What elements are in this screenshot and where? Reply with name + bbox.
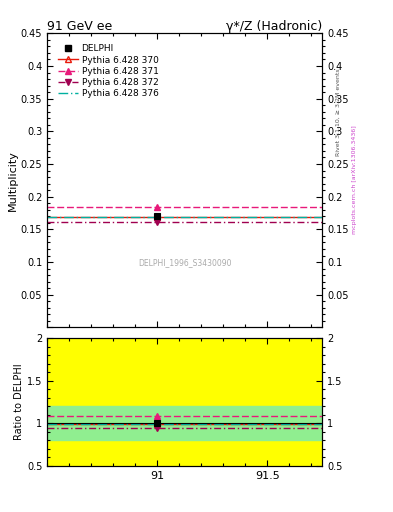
Y-axis label: Ratio to DELPHI: Ratio to DELPHI (14, 364, 24, 440)
Text: Rivet 3.1.10, ≥ 3.2M events: Rivet 3.1.10, ≥ 3.2M events (336, 69, 341, 157)
Text: DELPHI_1996_S3430090: DELPHI_1996_S3430090 (138, 258, 231, 267)
Text: γ*/Z (Hadronic): γ*/Z (Hadronic) (226, 20, 322, 33)
Text: mcplots.cern.ch [arXiv:1306.3436]: mcplots.cern.ch [arXiv:1306.3436] (352, 125, 357, 233)
Bar (47, 406, 322, 440)
Y-axis label: Multiplicity: Multiplicity (8, 150, 18, 211)
Bar (47, 338, 322, 466)
Text: 91 GeV ee: 91 GeV ee (47, 20, 112, 33)
Legend: DELPHI, Pythia 6.428 370, Pythia 6.428 371, Pythia 6.428 372, Pythia 6.428 376: DELPHI, Pythia 6.428 370, Pythia 6.428 3… (54, 41, 162, 102)
